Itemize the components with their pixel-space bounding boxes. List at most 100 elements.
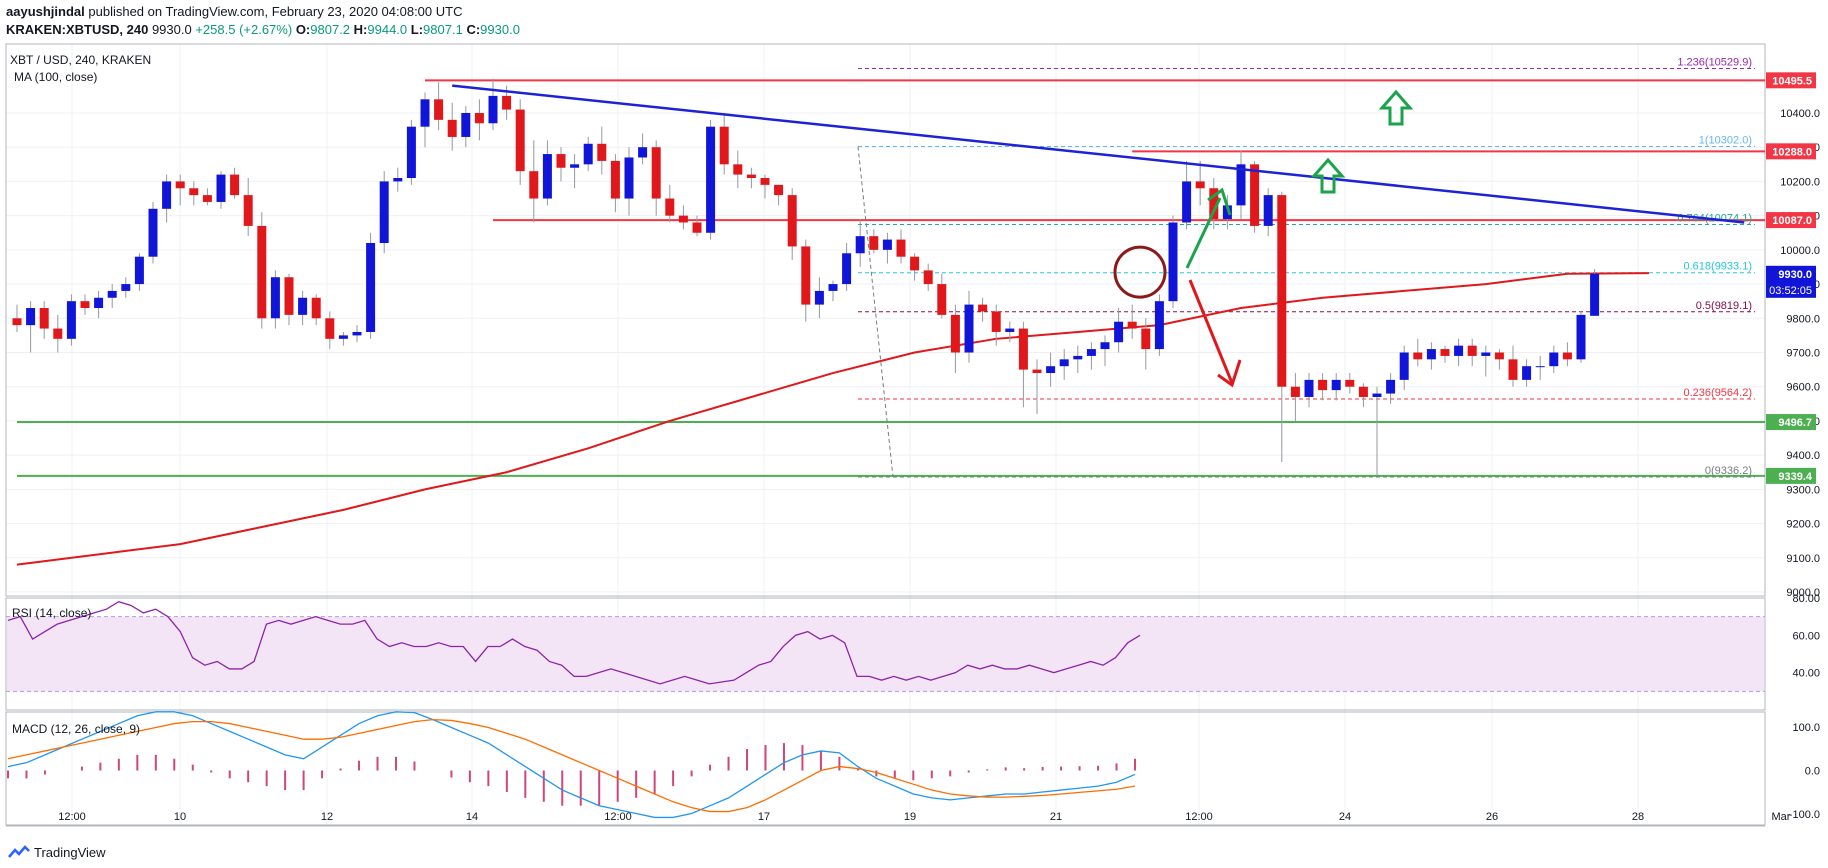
macd-line: [7, 711, 1136, 819]
candle-body: [1331, 379, 1341, 391]
candle-body: [434, 99, 444, 120]
candle-body: [583, 143, 593, 165]
trendline[interactable]: [452, 84, 1745, 224]
rsi-tick-label: 60.00: [1792, 630, 1820, 642]
macd-pane-border: [5, 711, 1766, 826]
annotations[interactable]: [1113, 89, 1414, 388]
y-tick-label: 9000.0: [1786, 587, 1820, 599]
candle-body: [665, 198, 675, 216]
level-price-tag-text: 10087.0: [1772, 215, 1812, 227]
candle-body: [488, 95, 498, 124]
author-name[interactable]: aayushjindal: [6, 4, 85, 19]
candle-body: [1086, 349, 1096, 356]
price-axis[interactable]: 9000.09100.09200.09300.09400.09500.09600…: [1766, 72, 1820, 599]
last-price: 9930.0: [151, 22, 192, 37]
candle-body: [787, 195, 797, 247]
level-price-tag: [1766, 212, 1816, 229]
candle-body: [420, 99, 430, 127]
candle-body: [1454, 345, 1464, 356]
candle-body: [570, 164, 580, 168]
level-price-tag: [1766, 414, 1816, 431]
candle-body: [1522, 366, 1532, 380]
candle-body: [1481, 352, 1491, 356]
level-price-tag-text: 9339.4: [1778, 471, 1813, 483]
macd-tick-label: 100.0: [1792, 722, 1820, 734]
down-arrowhead-red: [1217, 359, 1242, 388]
y-tick-label: 9800.0: [1786, 313, 1820, 325]
candle-body: [257, 225, 267, 319]
fib-label: 0.236(9564.2): [1684, 387, 1753, 399]
candle-body: [26, 308, 36, 326]
time-axis[interactable]: 12:00 10 12 14 12:00 17 19 21 12:00 24 26 28 Mar: [6, 811, 1791, 827]
candle-body: [1508, 359, 1518, 380]
candlesticks: [12, 78, 1600, 476]
candle-body: [66, 301, 76, 339]
low-value: 9807.1: [423, 22, 463, 37]
candle-body: [896, 239, 906, 257]
candle-body: [94, 297, 104, 309]
candle-body: [746, 174, 756, 179]
candle-body: [937, 284, 947, 315]
candle-body: [461, 113, 471, 137]
candle-body: [366, 243, 376, 332]
up-arrowhead-green: [1207, 187, 1232, 216]
high-label: H:: [353, 22, 368, 37]
candle-body: [1535, 366, 1545, 368]
y-tick-label: 10400.0: [1780, 108, 1820, 120]
rsi-pane: 80.00 60.00 40.00: [6, 593, 1820, 692]
candle-body: [1290, 386, 1300, 397]
level-price-tag: [1766, 143, 1816, 160]
up-arrow-green: [1185, 197, 1222, 269]
candle-body: [529, 171, 539, 199]
candle-body: [298, 297, 308, 315]
x-tick-label: 21: [1050, 811, 1062, 823]
candle-body: [638, 147, 648, 158]
x-tick-label: 24: [1339, 811, 1351, 823]
candle-body: [393, 178, 403, 182]
candle-body: [175, 181, 185, 189]
candle-body: [910, 256, 920, 271]
candle-body: [855, 236, 865, 254]
candle-body: [80, 301, 90, 309]
brand-name: TradingView: [34, 844, 106, 860]
footer-brand[interactable]: TradingView: [8, 842, 106, 862]
tradingview-logo-icon: [8, 845, 30, 858]
candle-body: [1127, 321, 1137, 329]
candle-body: [556, 154, 566, 168]
macd-tick-label: 0.0: [1805, 766, 1820, 778]
rsi-band: [7, 616, 1764, 692]
candle-body: [964, 304, 974, 353]
price-change: +258.5 (+2.67%): [195, 22, 293, 37]
candle-body: [597, 143, 607, 161]
candle-body: [692, 222, 702, 233]
candle-body: [379, 181, 389, 244]
candle-body: [1222, 205, 1232, 220]
candle-body: [624, 157, 634, 199]
chart-header: aayushjindal published on TradingView.co…: [0, 0, 1828, 42]
fib-retracement[interactable]: 1.236(10529.9)1(10302.0)0.764(10074.1)0.…: [857, 57, 1755, 478]
candle-body: [1032, 369, 1042, 374]
candle-body: [39, 308, 49, 329]
countdown-text: 03:52:05: [1769, 285, 1812, 297]
candle-body: [134, 256, 144, 285]
candle-body: [230, 174, 240, 196]
candle-body: [678, 215, 688, 223]
fib-label: 0.618(9933.1): [1684, 261, 1753, 273]
rsi-tick-label: 80.00: [1792, 593, 1820, 605]
close-label: C:: [466, 22, 481, 37]
ma-indicator-label: MA (100, close): [14, 70, 97, 84]
hollow-up-arrow-icon: [1378, 89, 1414, 126]
candle-body: [1494, 352, 1504, 360]
candle-body: [1304, 379, 1314, 397]
candle-body: [1182, 181, 1192, 223]
candle-body: [406, 126, 416, 179]
fib-label: 1.236(10529.9): [1677, 57, 1752, 69]
candle-body: [1562, 352, 1572, 360]
signal-line: [7, 718, 1136, 813]
rsi-pane-border: [5, 597, 1766, 711]
candle-body: [162, 181, 172, 209]
x-tick-label: Mar: [1772, 811, 1791, 823]
candle-body: [1386, 379, 1396, 394]
candle-body: [502, 95, 512, 110]
